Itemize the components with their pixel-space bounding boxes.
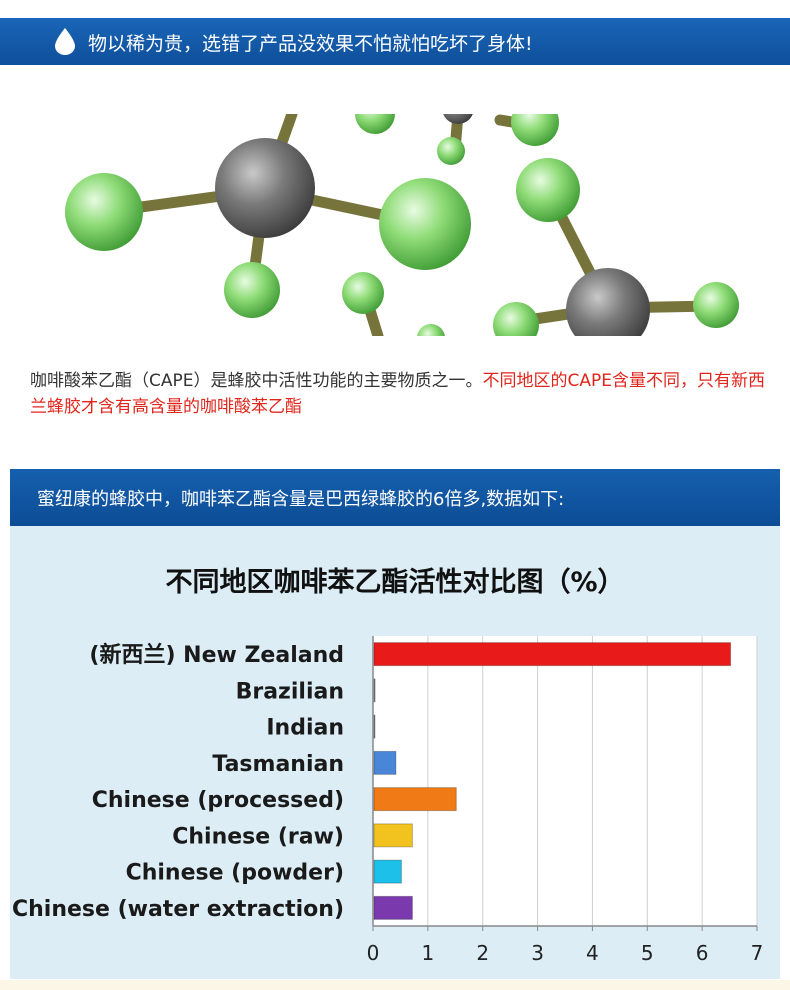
x-tick-label: 6 bbox=[696, 941, 709, 965]
bar bbox=[373, 750, 397, 775]
water-drop-icon bbox=[55, 28, 75, 55]
category-label: Chinese (water extraction) bbox=[12, 897, 344, 922]
header-banner-text: 物以稀为贵，选错了产品没效果不怕就怕吃坏了身体! bbox=[88, 33, 533, 55]
bar bbox=[373, 895, 413, 920]
x-tick-label: 0 bbox=[367, 941, 380, 965]
intro-paragraph: 咖啡酸苯乙酯（CAPE）是蜂胶中活性功能的主要物质之一。不同地区的CAPE含量不… bbox=[30, 368, 770, 420]
molecule-illustration bbox=[65, 114, 739, 336]
x-tick-label: 2 bbox=[476, 941, 489, 965]
category-label: Brazilian bbox=[236, 679, 344, 704]
bar bbox=[373, 642, 732, 667]
intro-highlight-text: 不同地区的CAPE含量不同，只有新西兰蜂胶才含有高含量的咖啡酸苯乙酯 bbox=[30, 371, 765, 417]
category-label: Chinese (processed) bbox=[92, 788, 344, 813]
plot-area bbox=[373, 636, 757, 926]
chart-title: 不同地区咖啡苯乙酯活性对比图（%） bbox=[165, 567, 625, 598]
bottom-strip bbox=[0, 980, 790, 990]
header-banner: 物以稀为贵，选错了产品没效果不怕就怕吃坏了身体! bbox=[0, 18, 790, 65]
x-tick-label: 3 bbox=[531, 941, 544, 965]
cape-activity-bar-chart: 0 1 2 3 4 5 6 7 (新西兰) New Zealand Brazilian Indian… bbox=[12, 636, 764, 965]
bar bbox=[373, 787, 457, 812]
section-banner: 蜜纽康的蜂胶中，咖啡苯乙酯含量是巴西绿蜂胶的6倍多,数据如下: bbox=[10, 469, 780, 526]
category-label: Chinese (raw) bbox=[172, 824, 344, 849]
x-tick-label: 4 bbox=[586, 941, 599, 965]
x-tick-label: 7 bbox=[751, 941, 764, 965]
intro-text: 咖啡酸苯乙酯（CAPE）是蜂胶中活性功能的主要物质之一。 bbox=[30, 371, 483, 391]
category-label: (新西兰) New Zealand bbox=[89, 642, 344, 668]
category-label: Chinese (powder) bbox=[126, 861, 344, 886]
bar bbox=[373, 823, 413, 848]
bar bbox=[373, 678, 376, 703]
x-tick-label: 1 bbox=[421, 941, 434, 965]
bar bbox=[373, 859, 402, 884]
x-tick-label: 5 bbox=[641, 941, 654, 965]
category-label: Indian bbox=[266, 716, 344, 741]
bar bbox=[373, 714, 376, 739]
category-label: Tasmanian bbox=[212, 752, 344, 777]
section-banner-text: 蜜纽康的蜂胶中，咖啡苯乙酯含量是巴西绿蜂胶的6倍多,数据如下: bbox=[37, 489, 565, 510]
